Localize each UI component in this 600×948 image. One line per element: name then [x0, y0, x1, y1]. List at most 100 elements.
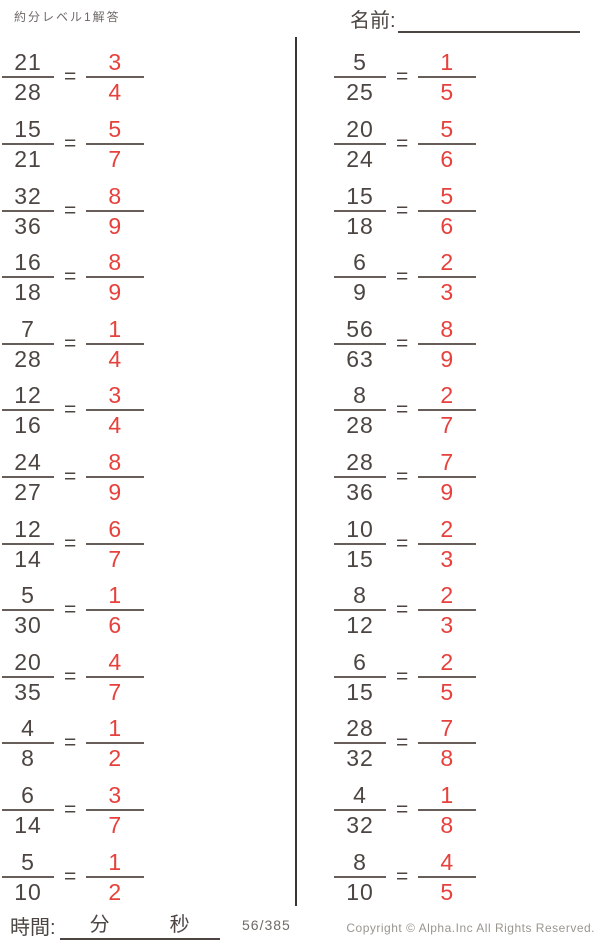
answer-numerator: 1	[108, 848, 123, 875]
answer-denominator: 4	[108, 412, 123, 439]
problem-row: 20 35 = 4 7	[2, 643, 292, 710]
equals-sign: =	[64, 731, 77, 755]
problem-fraction: 7 28	[2, 317, 54, 371]
fraction-bar	[334, 76, 386, 79]
fraction-bar	[2, 675, 54, 678]
problem-fraction: 10 15	[334, 517, 386, 571]
fraction-bar	[334, 609, 386, 612]
problem-numerator: 15	[14, 115, 42, 142]
name-blank-line	[397, 8, 580, 33]
answer-numerator: 2	[440, 382, 455, 409]
fraction-bar	[418, 342, 477, 345]
answer-numerator: 4	[108, 648, 123, 675]
problem-denominator: 21	[14, 145, 42, 172]
equals-sign: =	[64, 398, 77, 422]
problem-fraction: 5 25	[334, 50, 386, 104]
answer-numerator: 5	[440, 115, 455, 142]
fraction-bar	[334, 809, 386, 811]
answer-numerator: 1	[440, 49, 455, 76]
problem-fraction: 5 10	[2, 850, 54, 904]
problem-row: 8 10 = 4 5	[334, 843, 598, 910]
fraction-bar	[2, 142, 54, 145]
problem-fraction: 4 32	[334, 783, 386, 837]
equals-sign: =	[396, 798, 409, 821]
answer-denominator: 3	[440, 612, 455, 639]
answer-denominator: 4	[108, 79, 123, 106]
problem-row: 6 9 = 2 3	[334, 244, 598, 311]
fraction-bar	[334, 142, 386, 145]
problem-row: 7 28 = 1 4	[2, 310, 292, 377]
answer-numerator: 3	[108, 782, 123, 808]
fraction-bar	[2, 342, 54, 345]
answer-denominator: 7	[108, 545, 123, 572]
time-field-area: 時間: 分秒	[10, 908, 220, 940]
answer-denominator: 3	[440, 545, 455, 572]
problem-fraction: 8 10	[334, 850, 386, 904]
fraction-bar	[334, 342, 386, 345]
fraction-bar	[334, 675, 386, 678]
problem-fraction: 15 18	[334, 184, 386, 238]
answer-numerator: 2	[440, 582, 455, 609]
problem-denominator: 10	[14, 878, 42, 905]
answer-denominator: 3	[440, 279, 455, 306]
answer-numerator: 5	[108, 115, 123, 142]
problem-numerator: 10	[346, 515, 374, 542]
equals-sign: =	[64, 65, 77, 89]
problem-denominator: 32	[346, 745, 374, 772]
problem-numerator: 4	[21, 715, 35, 742]
name-label: 名前:	[350, 10, 396, 32]
problem-fraction: 16 18	[2, 250, 54, 304]
problem-fraction: 5 30	[2, 583, 54, 637]
fraction-bar	[2, 875, 54, 878]
problem-row: 5 10 = 1 2	[2, 843, 292, 910]
problem-numerator: 5	[21, 848, 35, 875]
problem-numerator: 12	[14, 382, 42, 409]
problem-row: 28 36 = 7 9	[334, 444, 598, 511]
problem-denominator: 35	[14, 678, 42, 705]
answer-numerator: 8	[108, 182, 123, 209]
answer-numerator: 5	[440, 182, 455, 209]
problem-denominator: 28	[14, 345, 42, 372]
problem-fraction: 24 27	[2, 450, 54, 504]
problem-fraction: 8 28	[334, 383, 386, 437]
fraction-bar	[418, 409, 477, 412]
page-number: 56/385	[242, 917, 291, 933]
answer-denominator: 6	[440, 212, 455, 239]
problem-numerator: 16	[14, 249, 42, 276]
problem-denominator: 36	[346, 478, 374, 505]
equals-sign: =	[64, 131, 77, 155]
answer-denominator: 5	[440, 878, 455, 905]
problem-numerator: 20	[14, 648, 42, 675]
fraction-bar	[418, 742, 477, 745]
equals-sign: =	[396, 864, 409, 888]
fraction-bar	[86, 809, 145, 811]
answer-denominator: 5	[440, 79, 455, 106]
problem-numerator: 8	[353, 848, 367, 875]
problem-denominator: 14	[14, 812, 42, 838]
problem-row: 8 28 = 2 7	[334, 377, 598, 444]
column-divider-line	[295, 37, 297, 906]
problem-column-left: 21 28 = 3 4 15 21 = 5 7 32 36 = 8 9 16 18 = 8 9 7 28 = 1 4 12 16 = 3…	[2, 44, 292, 910]
problem-numerator: 5	[21, 582, 35, 609]
fraction-bar	[86, 409, 145, 412]
fraction-bar	[86, 542, 145, 545]
fraction-bar	[86, 742, 145, 745]
problem-row: 12 14 = 6 7	[2, 510, 292, 577]
problem-row: 10 15 = 2 3	[334, 510, 598, 577]
problem-row: 5 30 = 1 6	[2, 577, 292, 644]
problem-numerator: 6	[21, 782, 35, 808]
fraction-bar	[86, 276, 145, 279]
problem-denominator: 9	[353, 279, 367, 306]
